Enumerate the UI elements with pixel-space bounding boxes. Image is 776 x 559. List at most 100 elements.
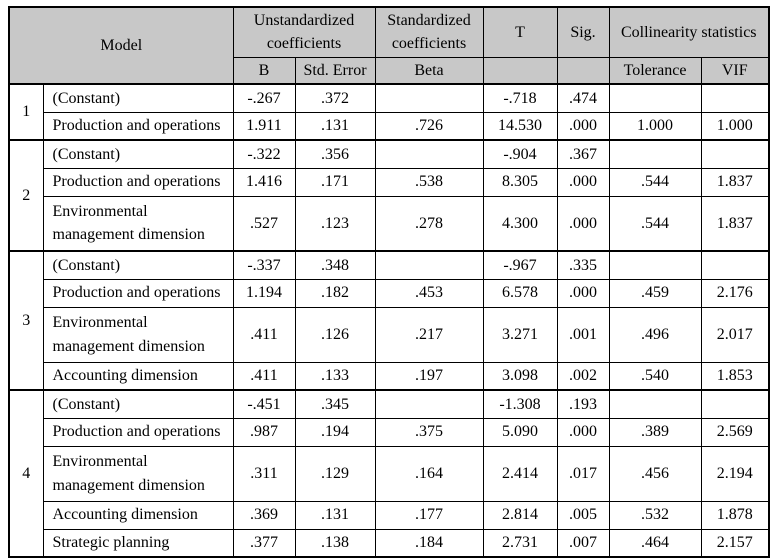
cell-std-error: .345 [294,389,376,419]
cell-vif [700,250,770,280]
cell-beta [374,389,484,419]
cell-vif: 1.837 [700,195,770,252]
cell-vif: 2.569 [700,417,770,447]
cell-variable: Strategic planning [42,528,234,558]
cell-variable: Accounting dimension [42,361,234,391]
cell-variable: Environmental management dimension [42,195,234,252]
cell-beta: .197 [374,361,484,391]
cell-std-error: .182 [294,278,376,308]
cell-beta: .538 [374,167,484,197]
cell-b: 1.194 [232,278,296,308]
cell-b: .369 [232,500,296,530]
cell-t: 3.271 [482,306,558,363]
cell-std-error: .129 [294,445,376,502]
cell-std-error: .126 [294,306,376,363]
cell-sig: .000 [556,111,610,141]
cell-t: -.967 [482,250,558,280]
cell-beta [374,250,484,280]
header-row-subcolumns: B Std. Error Beta Tolerance VIF [9,56,770,85]
cell-b: 1.416 [232,167,296,197]
table-row: Production and operations .987 .194 .375… [9,417,770,447]
cell-t: 3.098 [482,361,558,391]
cell-std-error: .133 [294,361,376,391]
table-row: 3 (Constant) -.337 .348 -.967 .335 [8,250,770,391]
cell-t: 6.578 [482,278,558,308]
cell-b: -.337 [232,250,296,280]
table-row: Accounting dimension .369 .131 .177 2.81… [9,500,770,530]
cell-b: 1.911 [232,111,296,141]
cell-tolerance: .389 [608,417,702,447]
header-sig-spacer [556,56,610,85]
cell-beta [374,139,484,169]
cell-sig: .367 [556,139,610,169]
cell-t: 5.090 [482,417,558,447]
header-row-groups: Model Unstandardized coefficients Standa… [8,6,770,85]
table-row: Production and operations 1.416 .171 .53… [9,167,770,197]
cell-tolerance: .544 [608,167,702,197]
cell-variable: (Constant) [42,250,234,280]
cell-tolerance: 1.000 [608,111,702,141]
cell-std-error: .131 [294,500,376,530]
cell-variable: Environmental management dimension [42,445,234,502]
cell-std-error: .348 [294,250,376,280]
cell-t: 14.530 [482,111,558,141]
cell-std-error: .138 [294,528,376,558]
cell-sig: .017 [556,445,610,502]
cell-variable: Environmental management dimension [42,306,234,363]
cell-tolerance: .496 [608,306,702,363]
cell-t: 2.814 [482,500,558,530]
cell-sig: .000 [556,167,610,197]
table-row: Production and operations 1.911 .131 .72… [9,111,770,141]
cell-sig: .193 [556,389,610,419]
table-row: Strategic planning .377 .138 .184 2.731 … [9,528,770,558]
cell-variable: (Constant) [42,139,234,169]
cell-std-error: .131 [294,111,376,141]
cell-std-error: .123 [294,195,376,252]
cell-sig: .002 [556,361,610,391]
cell-std-error: .372 [294,83,376,113]
cell-b: -.451 [232,389,296,419]
header-model: Model [8,6,234,85]
cell-t: 2.731 [482,528,558,558]
header-tolerance: Tolerance [608,56,702,85]
cell-variable: Production and operations [42,417,234,447]
cell-variable: Accounting dimension [42,500,234,530]
header-std-error: Std. Error [294,56,376,85]
regression-coefficients-table: Model Unstandardized coefficients Standa… [8,6,771,558]
cell-sig: .000 [556,417,610,447]
cell-t: 2.414 [482,445,558,502]
cell-vif: 2.157 [700,528,770,558]
header-b: B [232,56,296,85]
cell-std-error: .194 [294,417,376,447]
cell-t: -1.308 [482,389,558,419]
cell-tolerance: .540 [608,361,702,391]
cell-tolerance [608,139,702,169]
cell-t: -.718 [482,83,558,113]
model-number: 4 [8,389,44,558]
cell-vif [700,139,770,169]
cell-tolerance: .544 [608,195,702,252]
header-standardized-coefficients: Standardized coefficients [374,6,484,58]
cell-b: .987 [232,417,296,447]
cell-tolerance: .464 [608,528,702,558]
cell-tolerance: .456 [608,445,702,502]
cell-beta: .453 [374,278,484,308]
cell-sig: .335 [556,250,610,280]
cell-b: .311 [232,445,296,502]
cell-vif: 2.194 [700,445,770,502]
model-number: 3 [8,250,44,391]
cell-beta: .164 [374,445,484,502]
table-row: Environmental management dimension .527 … [9,195,770,252]
cell-tolerance [608,83,702,113]
header-t: T [482,6,558,58]
cell-t: -.904 [482,139,558,169]
cell-b: .411 [232,306,296,363]
cell-b: .377 [232,528,296,558]
table-row: Environmental management dimension .311 … [9,445,770,502]
header-sig: Sig. [556,6,610,58]
table-body: 1 (Constant) -.267 .372 -.718 .474 Produ… [8,83,770,558]
header-unstandardized-coefficients: Unstandardized coefficients [232,6,376,58]
cell-tolerance: .532 [608,500,702,530]
cell-t: 8.305 [482,167,558,197]
